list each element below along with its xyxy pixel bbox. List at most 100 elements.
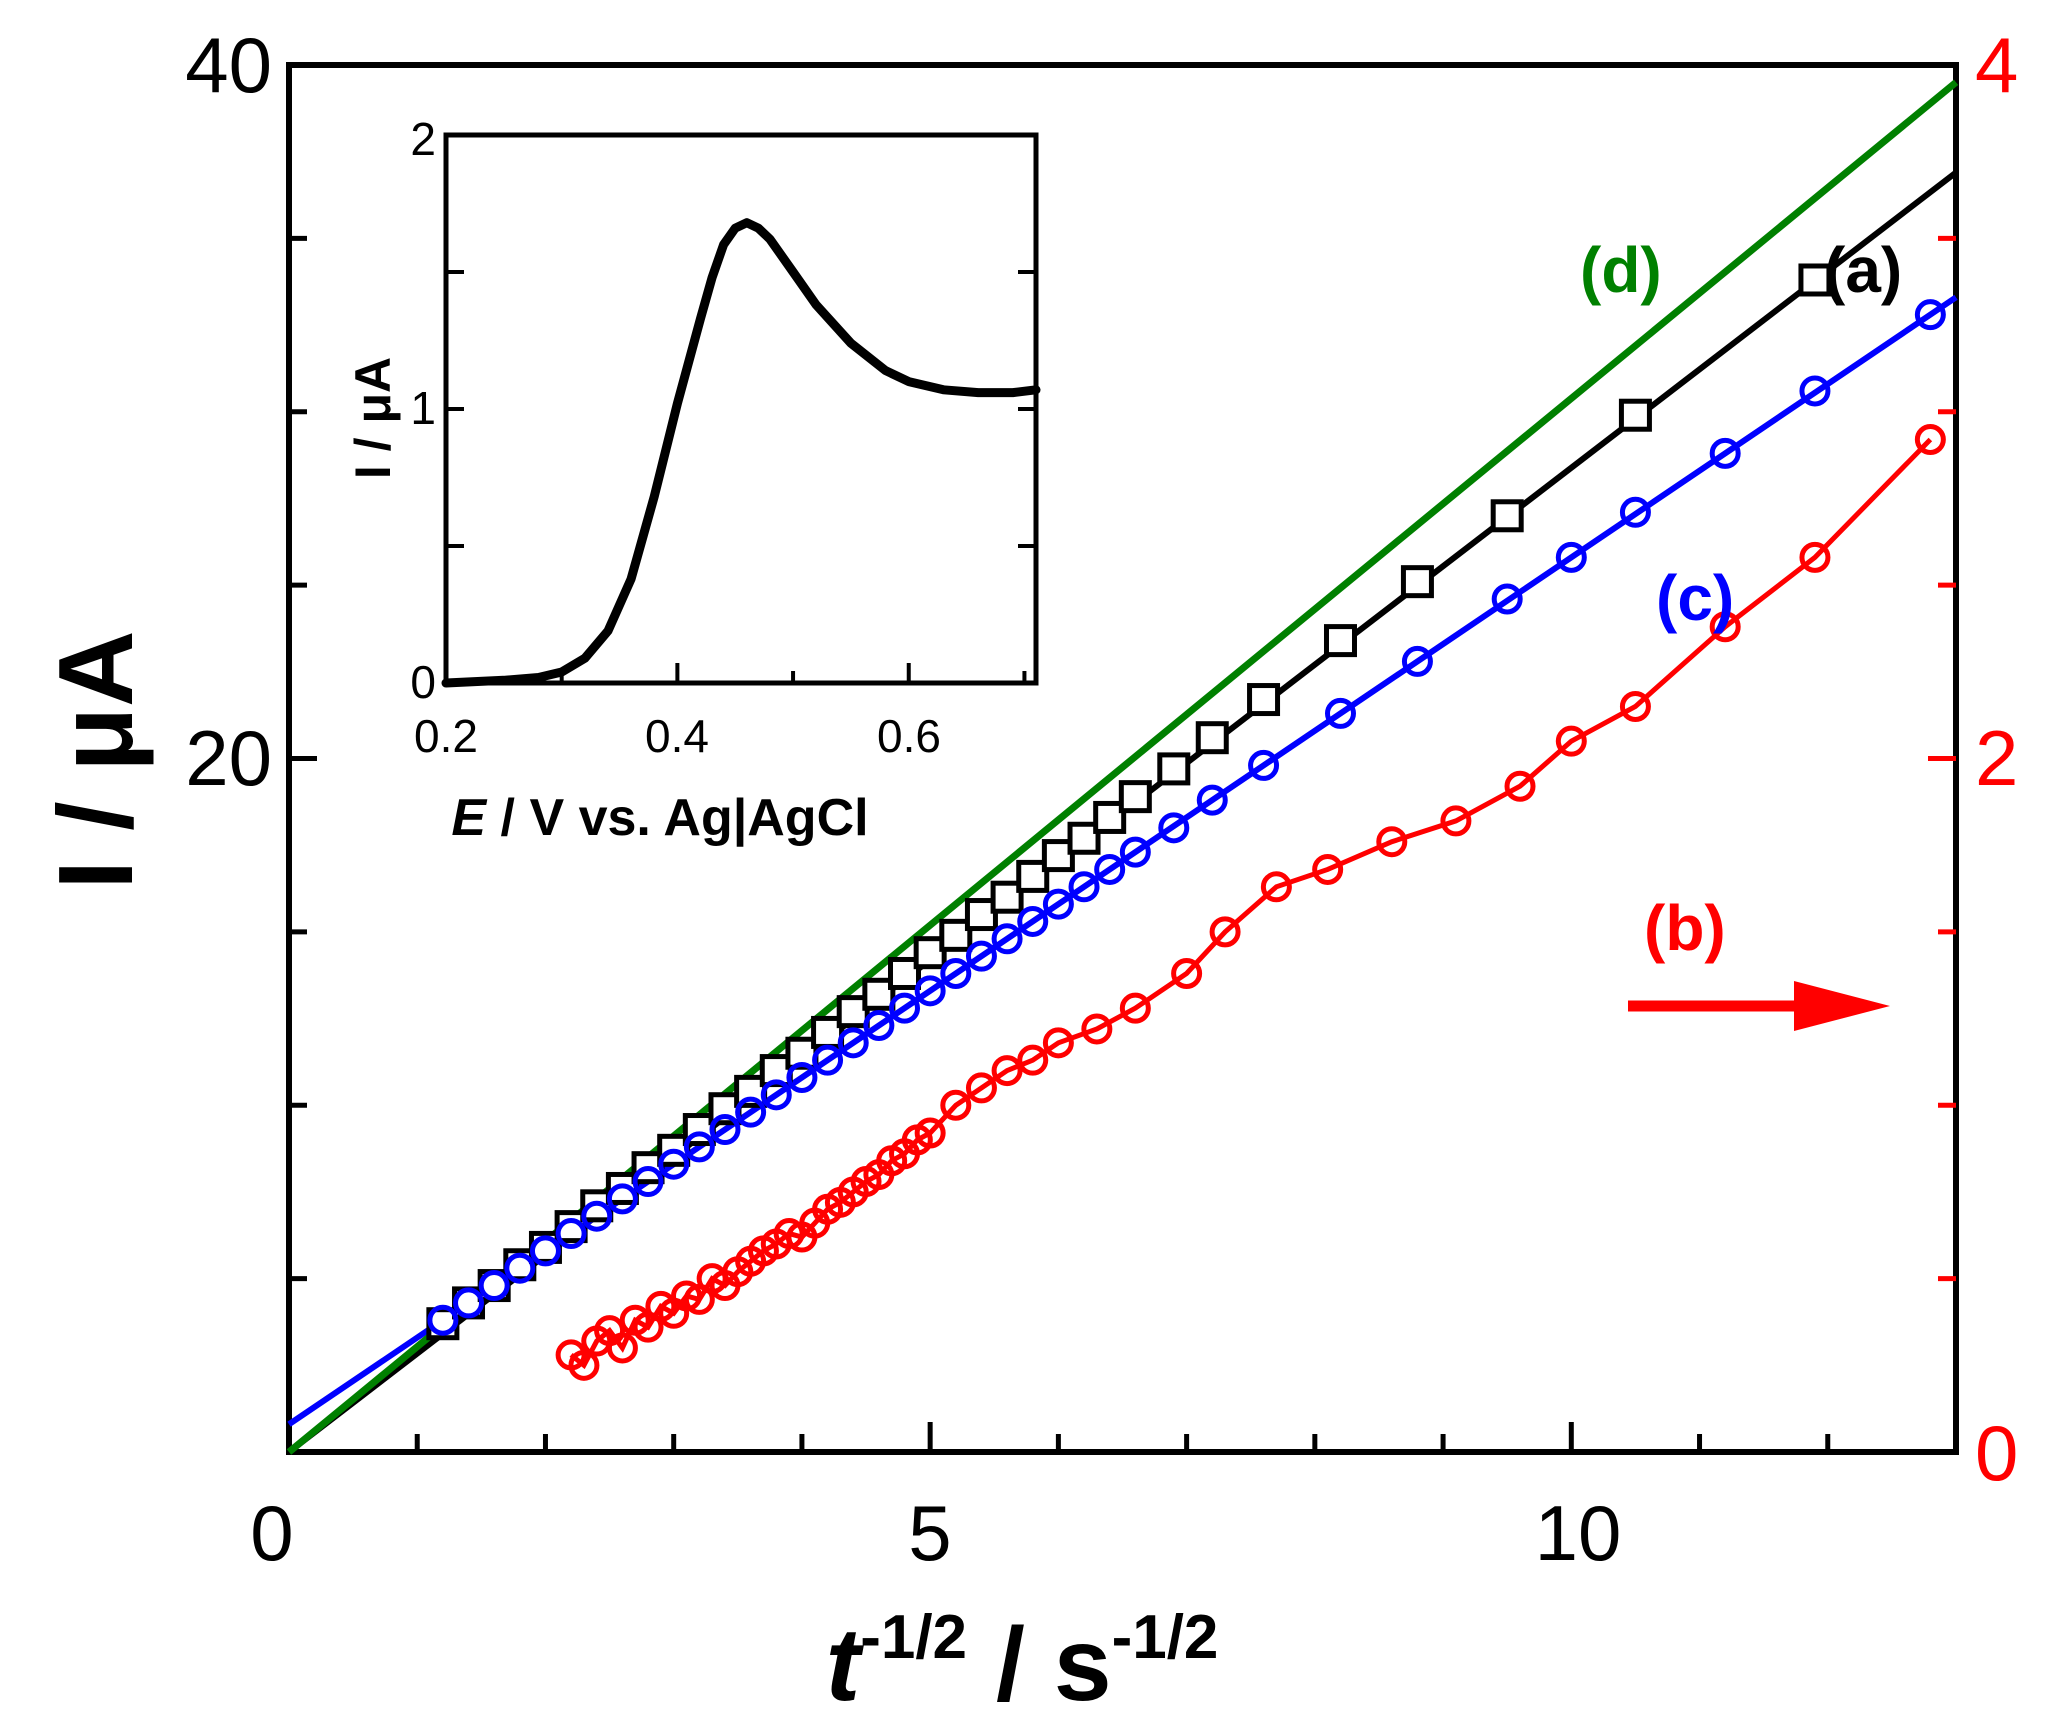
series-c-point: [786, 1062, 818, 1094]
inset-y-tick-label-1: 1: [410, 382, 436, 434]
axis-ticks: [289, 235, 1956, 1452]
series-b-point: [1171, 957, 1203, 989]
series-label-d: (d): [1580, 234, 1662, 306]
series-c-point: [1119, 836, 1151, 868]
series-label-c: (c): [1656, 562, 1734, 634]
series-c-point: [478, 1270, 510, 1302]
series-b-point: [1914, 423, 1946, 455]
series-c-point: [427, 1304, 459, 1336]
series-b-point: [1081, 1013, 1113, 1045]
data-markers: [426, 263, 1946, 1381]
series-b-point: [965, 1072, 997, 1104]
series-c-point: [1619, 496, 1651, 528]
series-b-point: [1376, 826, 1408, 858]
series-label-a: (a): [1824, 234, 1902, 306]
y2-tick-label-2: 2: [1975, 714, 2018, 802]
inset-x-axis-title-rest: / V vs. Ag|AgCl: [486, 789, 868, 847]
series-c-point: [812, 1044, 844, 1076]
series-c-point: [555, 1218, 587, 1250]
x-axis-title-exp: -1/2: [860, 1603, 967, 1672]
series-b-point: [606, 1332, 638, 1364]
series-b-point: [1619, 690, 1651, 722]
y2-tick-label-4: 4: [1975, 21, 2018, 109]
series-c-point: [1017, 905, 1049, 937]
y-tick-label-40: 40: [185, 21, 272, 109]
y-axis-title: I / μA: [37, 630, 155, 889]
series-b-point: [671, 1280, 703, 1312]
x-axis-title-mid: / s: [967, 1607, 1112, 1723]
inset-x-tick-label-0.6: 0.6: [877, 710, 941, 762]
series-a-point: [1490, 499, 1524, 533]
y-tick-label-20: 20: [185, 714, 272, 802]
series-b-point: [1312, 853, 1344, 885]
series-a-point: [1247, 683, 1281, 717]
inset-x-tick-label-0.4: 0.4: [645, 710, 709, 762]
inset-x-axis-title-italic: E: [451, 789, 487, 847]
series-c-point: [1914, 299, 1946, 331]
series-c-point: [529, 1235, 561, 1267]
series-b-point: [1260, 871, 1292, 903]
inset-y-axis-title: I / μA: [345, 357, 401, 479]
series-b-point: [1209, 916, 1241, 948]
series-c-point: [504, 1252, 536, 1284]
series-c-point: [914, 975, 946, 1007]
series-b-point: [568, 1349, 600, 1381]
series-c-point: [1491, 583, 1523, 615]
series-a-point: [1618, 398, 1652, 432]
series-b-point: [1709, 611, 1741, 643]
series-a-point: [888, 956, 922, 990]
series-b-point: [1440, 805, 1472, 837]
series-c-point: [453, 1287, 485, 1319]
series-label-b: (b): [1644, 892, 1726, 964]
series-b-point: [1017, 1044, 1049, 1076]
series-c-point: [1799, 375, 1831, 407]
series-b-point: [1504, 770, 1536, 802]
inset-voltammogram-curve: [441, 218, 1041, 688]
inset-ticks: [446, 270, 1036, 683]
inset-y-tick-label-0: 0: [410, 656, 436, 708]
series-c-point: [1324, 697, 1356, 729]
series-a-point: [1118, 780, 1152, 814]
series-c-point: [632, 1166, 664, 1198]
series-c-point: [1068, 871, 1100, 903]
series-b-point: [1042, 1027, 1074, 1059]
x-tick-label-5: 5: [908, 1489, 951, 1577]
x-axis-title-exp2: -1/2: [1112, 1603, 1219, 1672]
series-a-point: [1195, 721, 1229, 755]
series-c-point: [606, 1183, 638, 1215]
series-a-point: [939, 918, 973, 952]
series-a-point: [1041, 839, 1075, 873]
inset-frame: [443, 132, 1039, 686]
x-tick-label-10: 10: [1535, 1489, 1622, 1577]
series-b-point: [773, 1218, 805, 1250]
series-a-point: [1400, 565, 1434, 599]
series-c-point: [709, 1114, 741, 1146]
series-c-point: [889, 992, 921, 1024]
series-b-point: [914, 1117, 946, 1149]
inset-y-tick-label-2: 2: [410, 113, 436, 165]
series-c-point: [837, 1027, 869, 1059]
series-c-point: [760, 1079, 792, 1111]
series-c-point: [581, 1200, 613, 1232]
right-axis-arrow-head: [1794, 981, 1890, 1031]
series-c-point: [991, 923, 1023, 955]
inset-chart: 0.2 0.4 0.6 0 1 2 E / V vs. Ag|AgCl I / …: [345, 113, 1041, 847]
inset-x-axis-title: E / V vs. Ag|AgCl: [451, 789, 868, 847]
series-c-point: [1094, 853, 1126, 885]
series-c-point: [683, 1131, 715, 1163]
series-c-point: [1401, 645, 1433, 677]
series-b-point: [940, 1089, 972, 1121]
series-b-point: [991, 1055, 1023, 1087]
series-c-point: [940, 957, 972, 989]
series-c-point: [863, 1009, 895, 1041]
series-c-point: [1158, 812, 1190, 844]
series-c-point: [658, 1148, 690, 1180]
series-a-point: [1157, 752, 1191, 786]
series-c-point: [1555, 541, 1587, 573]
series-c-point: [965, 940, 997, 972]
y2-tick-label-0: 0: [1975, 1409, 2018, 1497]
series-b-point: [1555, 725, 1587, 757]
series-c-point: [1196, 784, 1228, 816]
x-axis-title: t-1/2 / s-1/2: [826, 1603, 1219, 1723]
